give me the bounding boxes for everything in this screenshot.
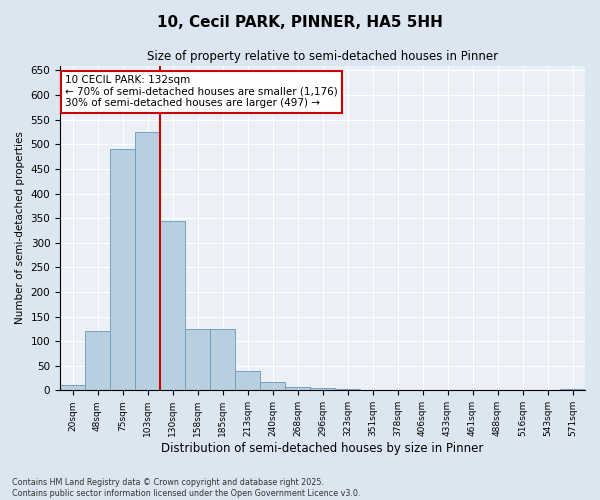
Bar — [60, 386, 85, 390]
Bar — [110, 149, 135, 390]
Text: 10, Cecil PARK, PINNER, HA5 5HH: 10, Cecil PARK, PINNER, HA5 5HH — [157, 15, 443, 30]
Bar — [235, 370, 260, 390]
Bar — [310, 388, 335, 390]
Bar — [160, 220, 185, 390]
Bar — [135, 132, 160, 390]
Text: Contains HM Land Registry data © Crown copyright and database right 2025.
Contai: Contains HM Land Registry data © Crown c… — [12, 478, 361, 498]
Bar — [210, 329, 235, 390]
Bar — [285, 387, 310, 390]
Bar — [185, 329, 210, 390]
X-axis label: Distribution of semi-detached houses by size in Pinner: Distribution of semi-detached houses by … — [161, 442, 484, 455]
Bar — [560, 389, 585, 390]
Bar — [260, 382, 285, 390]
Y-axis label: Number of semi-detached properties: Number of semi-detached properties — [15, 132, 25, 324]
Bar — [85, 332, 110, 390]
Text: 10 CECIL PARK: 132sqm
← 70% of semi-detached houses are smaller (1,176)
30% of s: 10 CECIL PARK: 132sqm ← 70% of semi-deta… — [65, 76, 338, 108]
Title: Size of property relative to semi-detached houses in Pinner: Size of property relative to semi-detach… — [147, 50, 498, 63]
